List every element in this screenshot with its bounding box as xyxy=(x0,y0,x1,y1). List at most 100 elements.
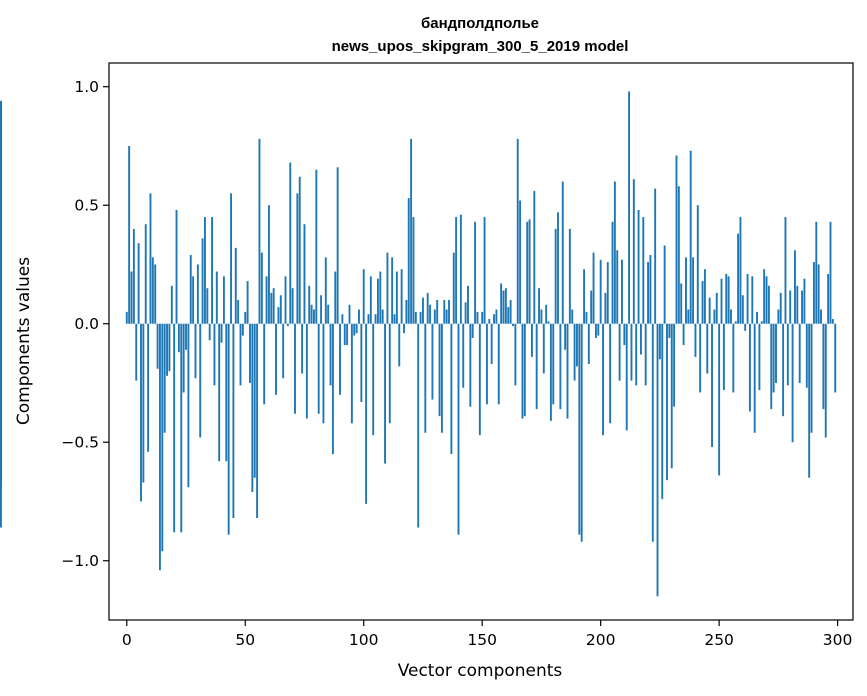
bar xyxy=(644,323,647,386)
bar xyxy=(834,323,837,393)
bar xyxy=(246,281,249,324)
bar xyxy=(682,323,685,346)
bar xyxy=(218,323,221,462)
y-tick-label: −1.0 xyxy=(61,552,99,570)
y-tick-label: 0.5 xyxy=(74,197,99,215)
bar xyxy=(471,323,474,338)
bar xyxy=(272,288,275,324)
bar xyxy=(374,314,377,324)
bar xyxy=(267,205,270,324)
bar xyxy=(339,323,341,395)
bar xyxy=(817,264,820,324)
bar xyxy=(301,323,304,374)
bar xyxy=(481,311,484,324)
bar xyxy=(168,323,171,372)
bar xyxy=(760,321,763,324)
bar xyxy=(263,323,266,405)
bar xyxy=(737,233,740,324)
bar xyxy=(497,323,500,405)
bar xyxy=(192,276,195,324)
bar xyxy=(580,323,583,542)
bar xyxy=(249,323,251,383)
bar xyxy=(713,309,716,324)
bar-series xyxy=(0,91,837,597)
bar xyxy=(130,271,133,324)
bar xyxy=(282,323,285,379)
bar xyxy=(308,285,311,324)
bar xyxy=(516,138,519,324)
bar xyxy=(649,254,652,324)
bar xyxy=(125,311,128,324)
bar xyxy=(718,323,721,476)
bar xyxy=(206,288,209,324)
bar xyxy=(680,283,683,324)
bar xyxy=(317,323,320,414)
bar xyxy=(450,323,453,455)
bar xyxy=(431,323,434,400)
bar xyxy=(365,323,368,504)
bar xyxy=(675,155,678,324)
bar xyxy=(699,323,702,393)
bar xyxy=(324,257,327,324)
bar xyxy=(751,276,754,324)
bar xyxy=(362,269,365,324)
bar xyxy=(225,323,228,462)
bar xyxy=(549,323,552,421)
bar xyxy=(196,264,199,324)
bar xyxy=(794,250,796,324)
bar xyxy=(770,323,773,410)
bar xyxy=(630,323,633,381)
bar xyxy=(746,273,749,324)
bar xyxy=(530,323,533,357)
y-axis-label: Components values xyxy=(14,257,34,425)
bar xyxy=(512,323,514,327)
bar xyxy=(812,262,815,324)
bar xyxy=(552,323,555,405)
bar xyxy=(831,318,834,324)
y-tick-label: 0.0 xyxy=(74,315,99,333)
bar xyxy=(578,323,581,535)
bar xyxy=(270,292,273,324)
bar xyxy=(170,285,173,324)
bar xyxy=(336,167,339,324)
bar xyxy=(294,323,296,414)
bar xyxy=(128,145,131,324)
bar xyxy=(265,276,268,324)
bar xyxy=(384,323,386,464)
bar xyxy=(571,309,574,324)
bar xyxy=(0,323,2,464)
bar xyxy=(715,292,718,324)
bar xyxy=(0,323,2,338)
bar xyxy=(291,288,294,324)
bar xyxy=(564,323,567,350)
bar xyxy=(187,323,190,488)
bar xyxy=(613,181,616,324)
bar xyxy=(313,309,315,324)
bar xyxy=(561,181,564,324)
bar xyxy=(554,228,557,324)
bar xyxy=(166,323,168,376)
bar xyxy=(514,323,517,386)
x-tick-label: 100 xyxy=(349,631,379,649)
bar xyxy=(436,300,439,324)
bar xyxy=(545,304,548,324)
bar xyxy=(706,323,709,374)
bar xyxy=(464,302,467,324)
bar xyxy=(748,323,751,412)
bar xyxy=(585,311,588,324)
bar xyxy=(398,323,401,367)
bar xyxy=(433,309,436,324)
bar xyxy=(244,311,247,324)
bar xyxy=(457,323,460,535)
bar xyxy=(204,217,206,324)
bar xyxy=(741,295,744,324)
bar xyxy=(144,224,147,324)
bar xyxy=(476,311,479,324)
bar xyxy=(725,273,728,324)
bar xyxy=(663,245,666,324)
bar xyxy=(395,271,398,324)
bar xyxy=(438,323,441,417)
bar xyxy=(628,91,631,324)
bar xyxy=(789,290,792,324)
bar xyxy=(239,323,242,386)
